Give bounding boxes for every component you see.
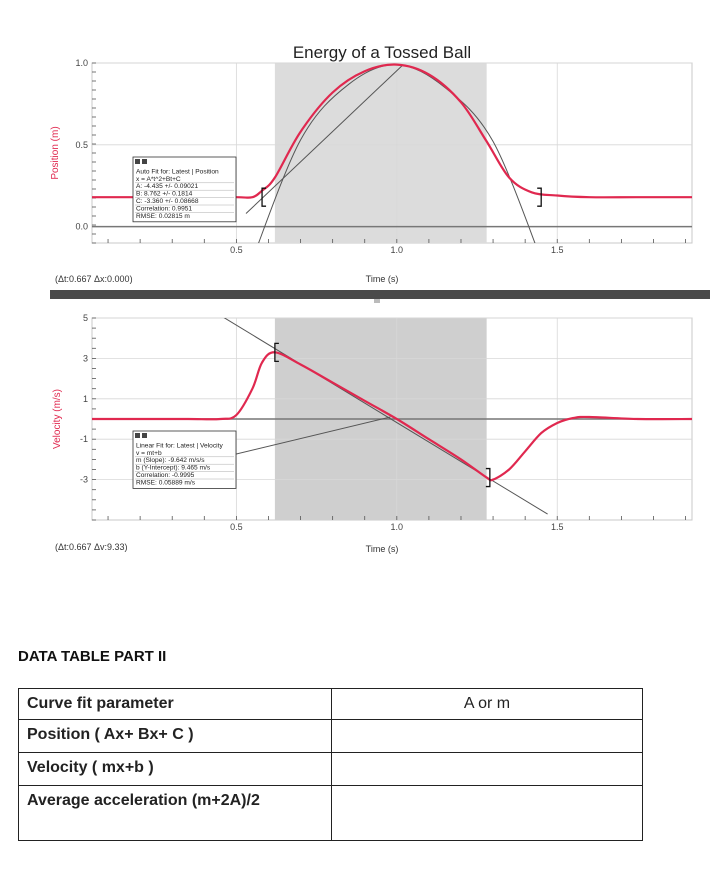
tangent-line (245, 64, 404, 214)
series-line (92, 63, 692, 199)
y-tick-label: 0.5 (75, 140, 88, 150)
panel-divider (50, 290, 710, 299)
x-axis-label: Time (s) (366, 274, 399, 284)
annotation-line: b (Y-Intercept): 9.465 m/s (136, 465, 211, 472)
table-row: Curve fit parameter A or m (18, 688, 643, 720)
range-bracket (537, 187, 542, 207)
table-row: Average acceleration (m+2A)/2 (18, 785, 643, 841)
annotation-line: RMSE: 0.05889 m/s (136, 479, 196, 486)
value-cell[interactable] (331, 752, 643, 786)
x-tick-label: 0.5 (230, 245, 243, 255)
param-cell: Curve fit parameter (18, 688, 332, 720)
y-tick-label: 0.0 (75, 222, 88, 232)
series-line (92, 351, 692, 482)
y-tick-label: -3 (80, 475, 88, 485)
annotation-icon (135, 159, 140, 164)
chart-panel-0: 0.5 1.0 1.5 0.0 0.5 1.0 Time (s) Position (m) En… (50, 43, 693, 284)
tangent-line (213, 416, 391, 460)
range-bracket (261, 187, 267, 207)
divider-handle (374, 299, 380, 303)
x-tick-label: 0.5 (230, 522, 243, 532)
x-tick-label: 1.5 (551, 245, 564, 255)
plot-content (92, 318, 692, 515)
graph-stage: 0.5 1.0 1.5 0.0 0.5 1.0 Time (s) Position (m) En… (50, 43, 710, 554)
x-axis-label: Time (s) (366, 544, 399, 554)
charts-svg: 0.5 1.0 1.5 0.0 0.5 1.0 Time (s) Position (m) En… (50, 43, 710, 554)
annotation-line: Correlation: -0.9995 (136, 472, 195, 479)
table-row: Position ( Ax+ Bx+ C ) (18, 719, 643, 753)
chart-title: Energy of a Tossed Ball (293, 43, 471, 62)
annotation-line: B: 8.762 +/- 0.1814 (136, 191, 193, 198)
chart-panel-1: 0.5 1.0 1.5 5 3 1 -1 -3 Time (s) Velocity (m/s) (Δ… (52, 313, 693, 554)
x-tick-label: 1.0 (391, 522, 404, 532)
param-cell: Position ( Ax+ Bx+ C ) (18, 719, 332, 753)
value-cell[interactable] (331, 785, 643, 841)
fit-line (223, 318, 548, 515)
delta-readout: (Δt:0.667 Δx:0.000) (55, 274, 133, 284)
y-tick-label: 1.0 (75, 58, 88, 68)
param-cell: Average acceleration (m+2A)/2 (18, 785, 332, 841)
range-bracket (274, 342, 279, 362)
range-bracket (485, 467, 491, 488)
y-tick-label: 3 (83, 353, 88, 363)
value-cell[interactable]: A or m (331, 688, 643, 720)
table-row: Velocity ( mx+b ) (18, 752, 643, 786)
value-cell[interactable] (331, 719, 643, 753)
y-axis-label: Velocity (m/s) (52, 389, 63, 449)
x-tick-label: 1.5 (551, 522, 564, 532)
param-cell: Velocity ( mx+b ) (18, 752, 332, 786)
annotation-line: Linear Fit for: Latest | Velocity (136, 442, 223, 449)
annotation-line: C: -3.360 +/- 0.08668 (136, 198, 199, 205)
selection-region (274, 63, 487, 243)
annotation-line: A: -4.435 +/- 0.09021 (136, 183, 198, 190)
annotation-frame (132, 156, 237, 223)
plot-content (92, 63, 692, 243)
y-tick-label: 1 (83, 394, 88, 404)
x-tick-label: 1.0 (391, 245, 404, 255)
annotation-line: x = A*t^2+Bt+C (136, 176, 181, 183)
y-tick-label: -1 (80, 434, 88, 444)
annotation-line: v = mt+b (136, 450, 162, 457)
y-axis-label: Position (m) (50, 126, 61, 179)
table-title: DATA TABLE PART II (18, 648, 167, 665)
data-table: Curve fit parameter A or m Position ( Ax… (18, 688, 643, 841)
annotation-line: m (Slope): -9.642 m/s/s (136, 457, 205, 464)
annotation-icon (135, 433, 140, 438)
annotation-line: Auto Fit for: Latest | Position (136, 168, 219, 175)
y-tick-label: 5 (83, 313, 88, 323)
delta-readout: (Δt:0.667 Δv:9.33) (55, 542, 128, 552)
annotation-line: Correlation: 0.9951 (136, 205, 192, 212)
annotation-line: RMSE: 0.02815 m (136, 213, 190, 220)
annotation-icon (142, 159, 147, 164)
annotation-icon (142, 433, 147, 438)
